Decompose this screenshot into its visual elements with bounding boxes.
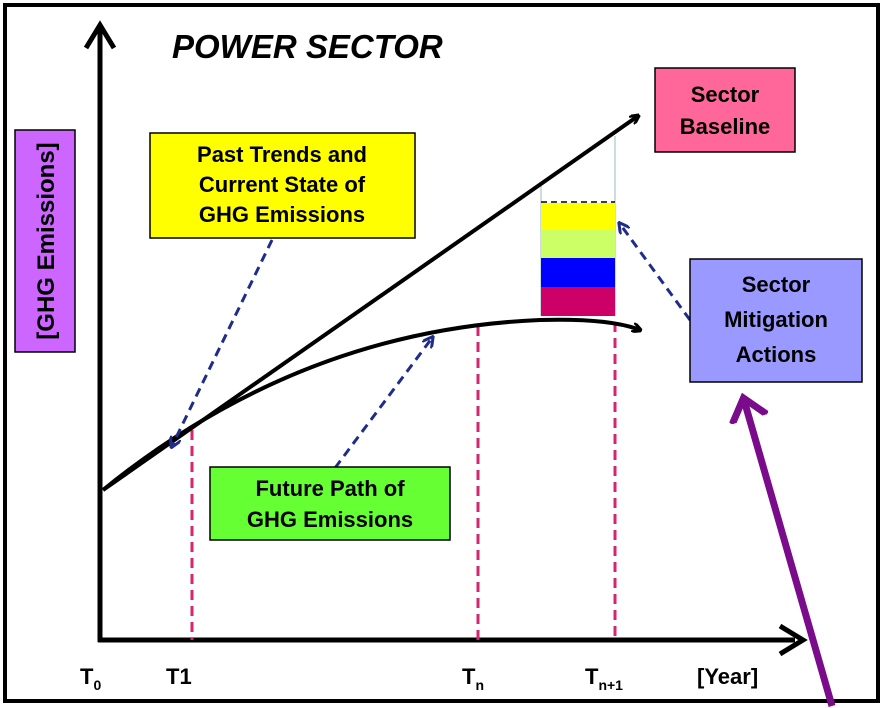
x-label: Tn+1 xyxy=(585,664,623,693)
x-labels: T0 T1 Tn Tn+1 [Year] xyxy=(80,664,758,693)
x-label-sub: n+1 xyxy=(598,677,623,693)
x-label: Tn xyxy=(462,664,484,693)
future-curve xyxy=(101,317,640,492)
purple-arrow xyxy=(744,400,836,707)
x-label-sub: n xyxy=(475,677,484,693)
box-text: Current State of xyxy=(199,172,366,197)
x-label-main: T xyxy=(585,664,599,689)
x-label-sub: 0 xyxy=(93,677,101,693)
x-label-main: [Year] xyxy=(697,664,758,689)
x-arrow xyxy=(778,623,808,657)
title: POWER SECTOR xyxy=(172,28,443,65)
baseline-box: Sector Baseline xyxy=(654,67,796,153)
box-text: Future Path of xyxy=(255,476,405,501)
box-text: Baseline xyxy=(680,114,771,139)
x-label-main: T xyxy=(462,664,476,689)
future-path-box: Future Path of GHG Emissions xyxy=(209,466,451,541)
box-text: GHG Emissions xyxy=(199,202,365,227)
frame xyxy=(3,3,880,703)
box-text: Mitigation xyxy=(724,307,828,332)
box-text: Sector xyxy=(691,82,760,107)
y-axis-label: [GHG Emissions] xyxy=(33,142,60,339)
y-label-box: [GHG Emissions] xyxy=(14,129,76,353)
pointer-arrows xyxy=(172,224,692,469)
box-text: Sector xyxy=(742,272,811,297)
past-trends-box: Past Trends and Current State of GHG Emi… xyxy=(149,132,416,239)
period-lines xyxy=(190,322,617,640)
x-label: [Year] xyxy=(697,664,758,689)
box-text: Past Trends and xyxy=(197,142,367,167)
x-label: T0 xyxy=(80,664,101,693)
box-text: Actions xyxy=(736,342,817,367)
x-label-main: T xyxy=(80,664,94,689)
x-label: T1 xyxy=(166,664,192,689)
x-label-main: T1 xyxy=(166,664,192,689)
y-arrow xyxy=(83,20,117,50)
mitigation-box: Sector Mitigation Actions xyxy=(689,258,863,383)
box-text: GHG Emissions xyxy=(247,507,413,532)
mitigation-stack xyxy=(540,136,616,316)
